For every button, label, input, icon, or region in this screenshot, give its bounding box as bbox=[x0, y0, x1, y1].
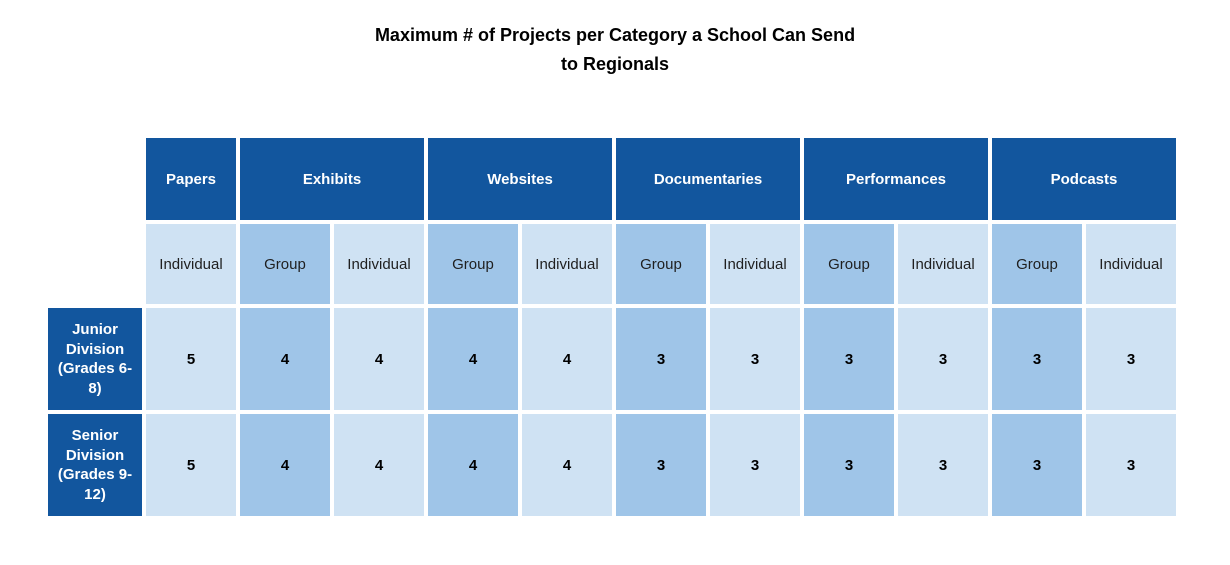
value-cell-junior-division-grades-6-8-7: 3 bbox=[804, 308, 894, 410]
chart-title-line1: Maximum # of Projects per Category a Sch… bbox=[374, 25, 856, 45]
subheader-5-group: Group bbox=[616, 224, 706, 304]
value-cell-senior-division-grades-9-12-10: 3 bbox=[1086, 414, 1176, 516]
table-corner-spacer bbox=[48, 138, 142, 220]
subheader-1-group: Group bbox=[240, 224, 330, 304]
value-cell-junior-division-grades-6-8-2: 4 bbox=[334, 308, 424, 410]
subheader-2-individual: Individual bbox=[334, 224, 424, 304]
chart-title-line2: to Regionals bbox=[560, 54, 669, 74]
subheader-9-group: Group bbox=[992, 224, 1082, 304]
subheader-3-group: Group bbox=[428, 224, 518, 304]
subheader-6-individual: Individual bbox=[710, 224, 800, 304]
value-cell-junior-division-grades-6-8-6: 3 bbox=[710, 308, 800, 410]
value-cell-junior-division-grades-6-8-8: 3 bbox=[898, 308, 988, 410]
category-header-papers: Papers bbox=[146, 138, 236, 220]
value-cell-junior-division-grades-6-8-10: 3 bbox=[1086, 308, 1176, 410]
subheader-spacer bbox=[48, 224, 142, 304]
row-label-senior-division-grades-9-12: Senior Division (Grades 9-12) bbox=[48, 414, 142, 516]
value-cell-senior-division-grades-9-12-8: 3 bbox=[898, 414, 988, 516]
chart-title: Maximum # of Projects per Category a Sch… bbox=[0, 0, 1230, 79]
value-cell-junior-division-grades-6-8-9: 3 bbox=[992, 308, 1082, 410]
subheader-8-individual: Individual bbox=[898, 224, 988, 304]
subheader-4-individual: Individual bbox=[522, 224, 612, 304]
subheader-0-individual: Individual bbox=[146, 224, 236, 304]
subheader-7-group: Group bbox=[804, 224, 894, 304]
value-cell-senior-division-grades-9-12-4: 4 bbox=[522, 414, 612, 516]
value-cell-junior-division-grades-6-8-4: 4 bbox=[522, 308, 612, 410]
value-cell-senior-division-grades-9-12-0: 5 bbox=[146, 414, 236, 516]
projects-table: Papers Exhibits Websites Documentaries Perfo… bbox=[48, 138, 1176, 516]
value-cell-junior-division-grades-6-8-1: 4 bbox=[240, 308, 330, 410]
value-cell-senior-division-grades-9-12-5: 3 bbox=[616, 414, 706, 516]
value-cell-junior-division-grades-6-8-3: 4 bbox=[428, 308, 518, 410]
category-header-podcasts: Podcasts bbox=[992, 138, 1176, 220]
value-cell-senior-division-grades-9-12-9: 3 bbox=[992, 414, 1082, 516]
value-cell-senior-division-grades-9-12-7: 3 bbox=[804, 414, 894, 516]
value-cell-senior-division-grades-9-12-6: 3 bbox=[710, 414, 800, 516]
page: Maximum # of Projects per Category a Sch… bbox=[0, 0, 1230, 516]
value-cell-senior-division-grades-9-12-2: 4 bbox=[334, 414, 424, 516]
value-cell-junior-division-grades-6-8-5: 3 bbox=[616, 308, 706, 410]
category-header-performances: Performances bbox=[804, 138, 988, 220]
category-header-exhibits: Exhibits bbox=[240, 138, 424, 220]
value-cell-senior-division-grades-9-12-1: 4 bbox=[240, 414, 330, 516]
row-label-junior-division-grades-6-8: Junior Division (Grades 6-8) bbox=[48, 308, 142, 410]
value-cell-junior-division-grades-6-8-0: 5 bbox=[146, 308, 236, 410]
category-header-websites: Websites bbox=[428, 138, 612, 220]
subheader-10-individual: Individual bbox=[1086, 224, 1176, 304]
category-header-documentaries: Documentaries bbox=[616, 138, 800, 220]
value-cell-senior-division-grades-9-12-3: 4 bbox=[428, 414, 518, 516]
